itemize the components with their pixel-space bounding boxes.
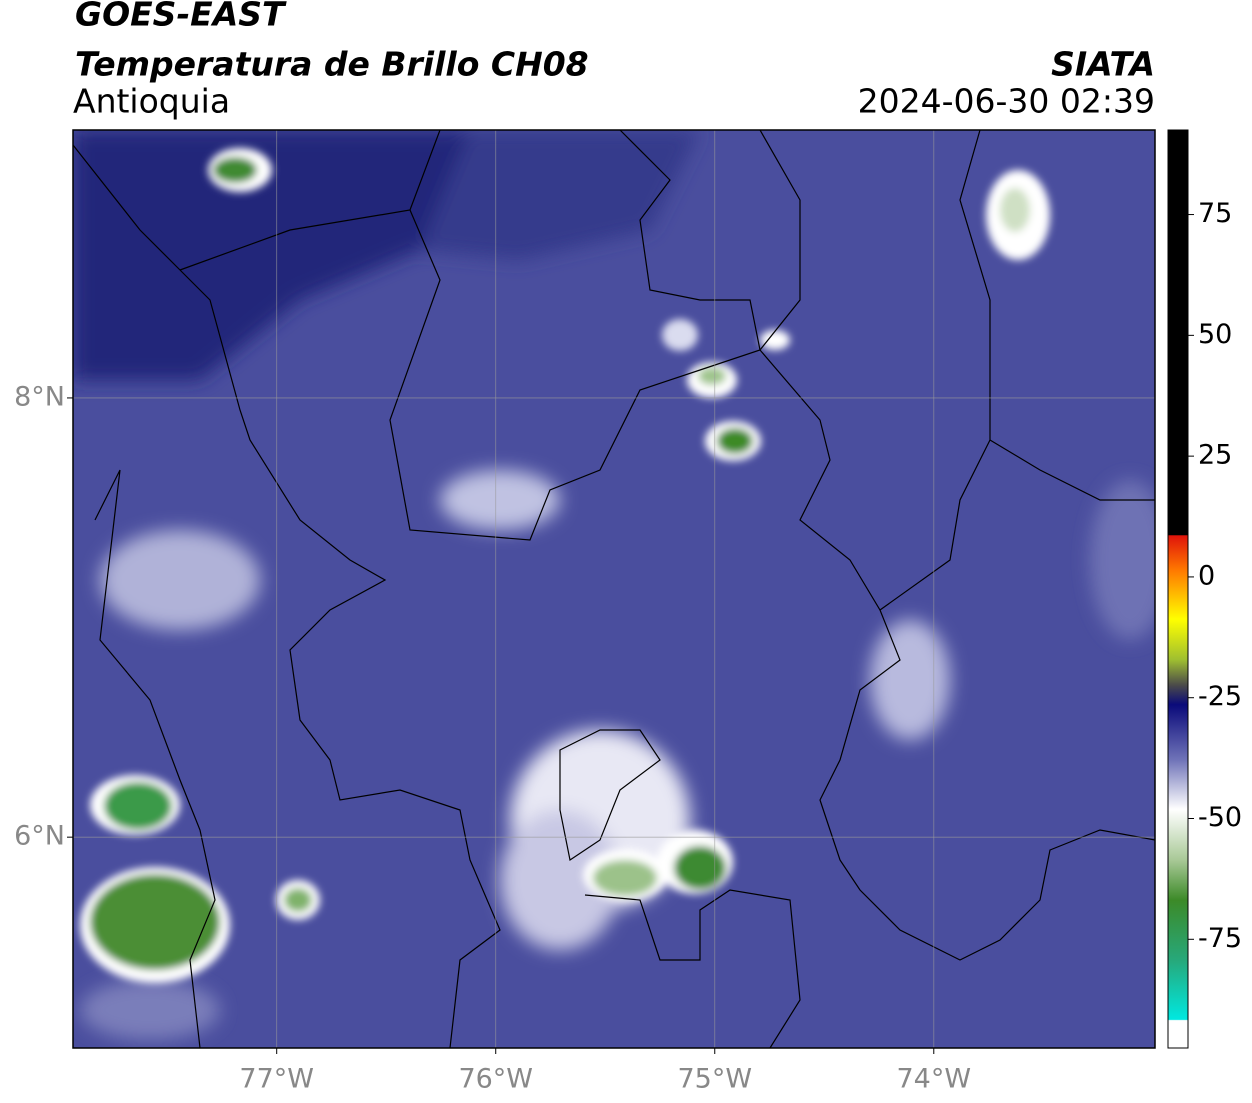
colorbar-tick-label: -75 <box>1198 923 1242 954</box>
colorbar-tick-label: 25 <box>1198 440 1232 471</box>
datetime: 2024-06-30 02:39 <box>858 82 1155 121</box>
colorbar-tick-label: 75 <box>1198 198 1232 229</box>
lon-tick-label: 74°W <box>897 1064 972 1095</box>
map-image <box>73 130 1155 1048</box>
map-frame <box>72 129 1156 1049</box>
colorbar <box>1167 129 1189 1049</box>
colorbar-tick-label: 0 <box>1198 560 1215 591</box>
lat-tick-label: 6°N <box>14 821 65 852</box>
source: SIATA <box>1051 45 1155 84</box>
title: GOES-EAST <box>75 0 287 34</box>
lon-tick-label: 77°W <box>239 1064 314 1095</box>
lon-tick-label: 75°W <box>677 1064 752 1095</box>
subtitle: Temperatura de Brillo CH08 <box>75 45 589 84</box>
region: Antioquia <box>73 82 230 121</box>
colorbar-tick-label: 50 <box>1198 319 1232 350</box>
colorbar-tick-label: -50 <box>1198 802 1242 833</box>
graticule <box>73 130 1155 1048</box>
colorbar-tick-label: -25 <box>1198 681 1242 712</box>
lat-tick-label: 8°N <box>14 381 65 412</box>
borders <box>73 130 1155 1048</box>
lon-tick-label: 76°W <box>458 1064 533 1095</box>
